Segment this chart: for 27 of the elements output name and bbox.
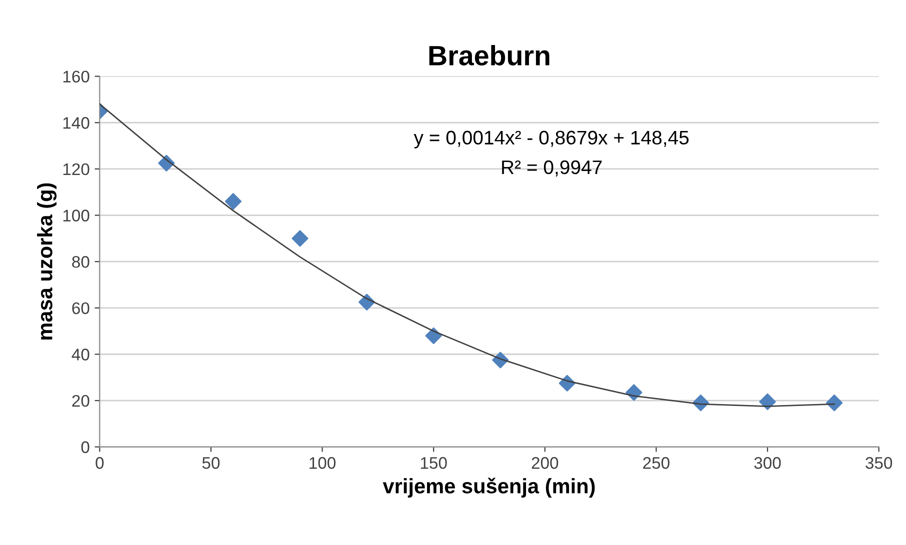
x-tick-label: 50 [202,457,220,469]
annotation: R² = 0,9947 [502,160,602,176]
y-axis-title: masa uzorka (g) [37,183,57,340]
y-tick-label: 20 [72,394,90,407]
x-tick-label: 300 [754,457,781,469]
x-tick-label: 0 [96,457,104,469]
y-tick-label: 160 [63,70,90,83]
x-axis-title: vrijeme sušenja (min) [382,478,595,498]
y-tick-label: 120 [63,163,90,176]
x-tick-label: 150 [420,457,447,469]
point [759,393,776,410]
point [826,394,843,412]
y-tick-label: 100 [63,210,90,222]
y-tick-label: 0 [81,441,90,454]
y-tick-label: 40 [72,348,90,360]
x-tick-label: 200 [532,457,558,469]
annotation: y = 0,0014x² - 0,8679x + 148,45 [414,130,689,148]
chart-title: Braeburn [429,45,550,66]
point [224,193,242,210]
point [425,327,442,344]
x-tick-label: 350 [866,457,892,469]
y-tick-label: 80 [72,256,90,268]
point [292,230,308,247]
y-tick-label: 140 [63,117,90,129]
x-tick-label: 250 [643,457,670,469]
y-tick-label: 60 [72,302,90,314]
x-tick-label: 100 [310,457,336,469]
